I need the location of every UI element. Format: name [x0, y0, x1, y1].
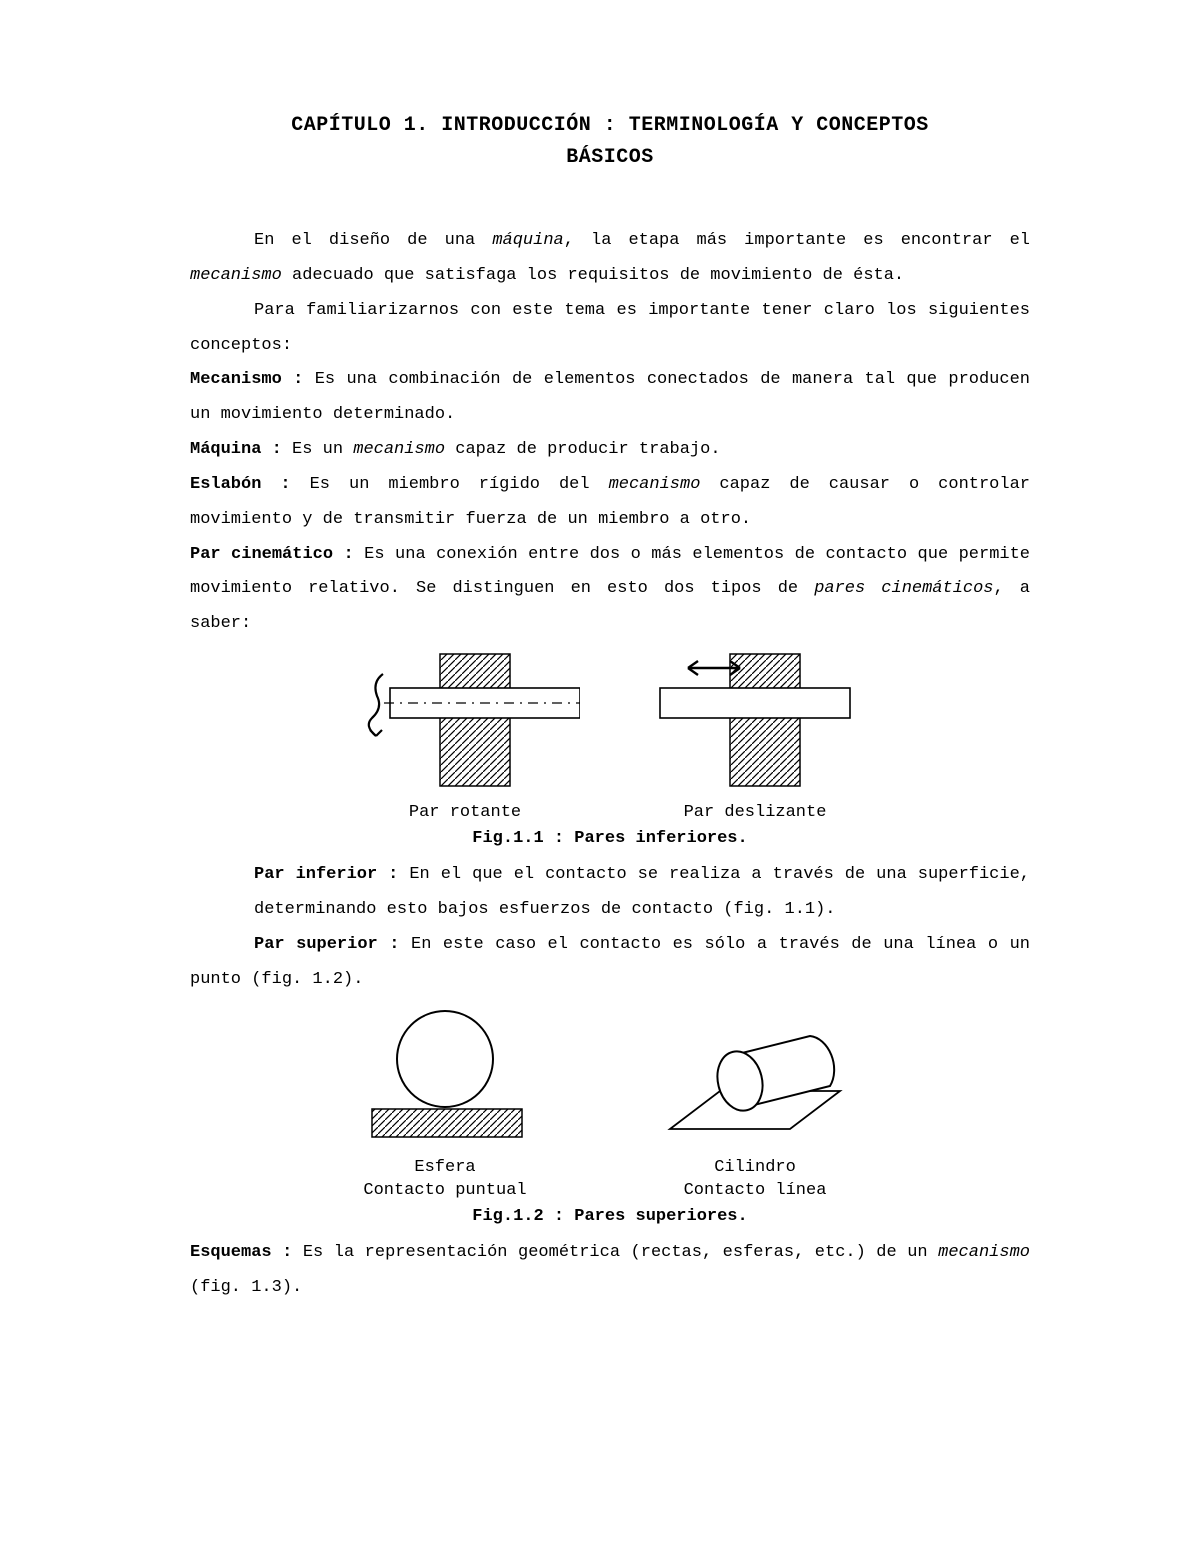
term-label: Par superior : — [254, 935, 399, 954]
text-run: Es un — [282, 440, 353, 459]
text-run: Es un miembro rígido del — [291, 475, 609, 494]
fig1-left: Par rotante — [350, 646, 580, 825]
fig1-right: Par deslizante — [640, 646, 870, 825]
text-run: (fig. 1.3). — [190, 1278, 302, 1297]
fig2-left-label: Esfera Contacto puntual — [350, 1157, 540, 1203]
title-line-1: CAPÍTULO 1. INTRODUCCIÓN : TERMINOLOGÍA … — [291, 114, 929, 137]
text-run-italic: mecanismo — [609, 475, 701, 494]
document-page: CAPÍTULO 1. INTRODUCCIÓN : TERMINOLOGÍA … — [0, 0, 1200, 1553]
text-run: capaz de producir trabajo. — [445, 440, 720, 459]
figure-1-2: Esfera Contacto puntual Cilindro Contact… — [190, 1001, 1030, 1203]
text-run: En el diseño de una — [254, 231, 492, 250]
def-par-inferior: Par inferior : En el que el contacto se … — [190, 858, 1030, 928]
def-par-superior: Par superior : En este caso el contacto … — [190, 928, 1030, 998]
familiar-paragraph: Para familiarizarnos con este tema es im… — [190, 294, 1030, 364]
text-run-italic: mecanismo — [190, 266, 282, 285]
text-run: Contacto puntual — [363, 1181, 526, 1200]
text-run-italic: mecanismo — [938, 1243, 1030, 1262]
fig1-caption: Fig.1.1 : Pares inferiores. — [190, 829, 1030, 848]
def-esquemas: Esquemas : Es la representación geométri… — [190, 1236, 1030, 1306]
term-label: Máquina : — [190, 440, 282, 459]
par-rotante-diagram — [350, 646, 580, 796]
text-run: Para familiarizarnos con este tema es im… — [190, 301, 1030, 355]
text-run: Cilindro — [714, 1158, 796, 1177]
term-label: Esquemas : — [190, 1243, 292, 1262]
def-eslabon: Eslabón : Es un miembro rígido del mecan… — [190, 468, 1030, 538]
text-run-italic: mecanismo — [353, 440, 445, 459]
fig1-right-label: Par deslizante — [640, 802, 870, 825]
title-line-2: BÁSICOS — [566, 146, 654, 169]
text-run: , la etapa más importante es encontrar e… — [564, 231, 1030, 250]
fig2-right: Cilindro Contacto línea — [640, 1001, 870, 1203]
text-run: Contacto línea — [684, 1181, 827, 1200]
text-run-italic: máquina — [492, 231, 563, 250]
fig1-left-label: Par rotante — [350, 802, 580, 825]
def-maquina: Máquina : Es un mecanismo capaz de produ… — [190, 433, 1030, 468]
figure-1-1: Par rotante Par deslizante — [190, 646, 1030, 825]
def-par-cinematico: Par cinemático : Es una conexión entre d… — [190, 538, 1030, 643]
term-label: Eslabón : — [190, 475, 291, 494]
intro-paragraph: En el diseño de una máquina, la etapa má… — [190, 224, 1030, 294]
def-mecanismo: Mecanismo : Es una combinación de elemen… — [190, 363, 1030, 433]
text-run: Es la representación geométrica (rectas,… — [292, 1243, 938, 1262]
chapter-title: CAPÍTULO 1. INTRODUCCIÓN : TERMINOLOGÍA … — [190, 110, 1030, 174]
cilindro-diagram — [640, 1001, 870, 1151]
term-label: Mecanismo : — [190, 370, 303, 389]
text-run: Es una combinación de elementos conectad… — [190, 370, 1030, 424]
fig2-left: Esfera Contacto puntual — [350, 1001, 540, 1203]
par-deslizante-diagram — [640, 646, 870, 796]
fig2-caption: Fig.1.2 : Pares superiores. — [190, 1207, 1030, 1226]
text-run-italic: pares cinemáticos — [814, 579, 993, 598]
term-label: Par inferior : — [254, 865, 398, 884]
esfera-diagram — [350, 1001, 540, 1151]
text-run: adecuado que satisfaga los requisitos de… — [282, 266, 904, 285]
fig2-right-label: Cilindro Contacto línea — [640, 1157, 870, 1203]
text-run: Esfera — [414, 1158, 475, 1177]
term-label: Par cinemático : — [190, 545, 354, 564]
